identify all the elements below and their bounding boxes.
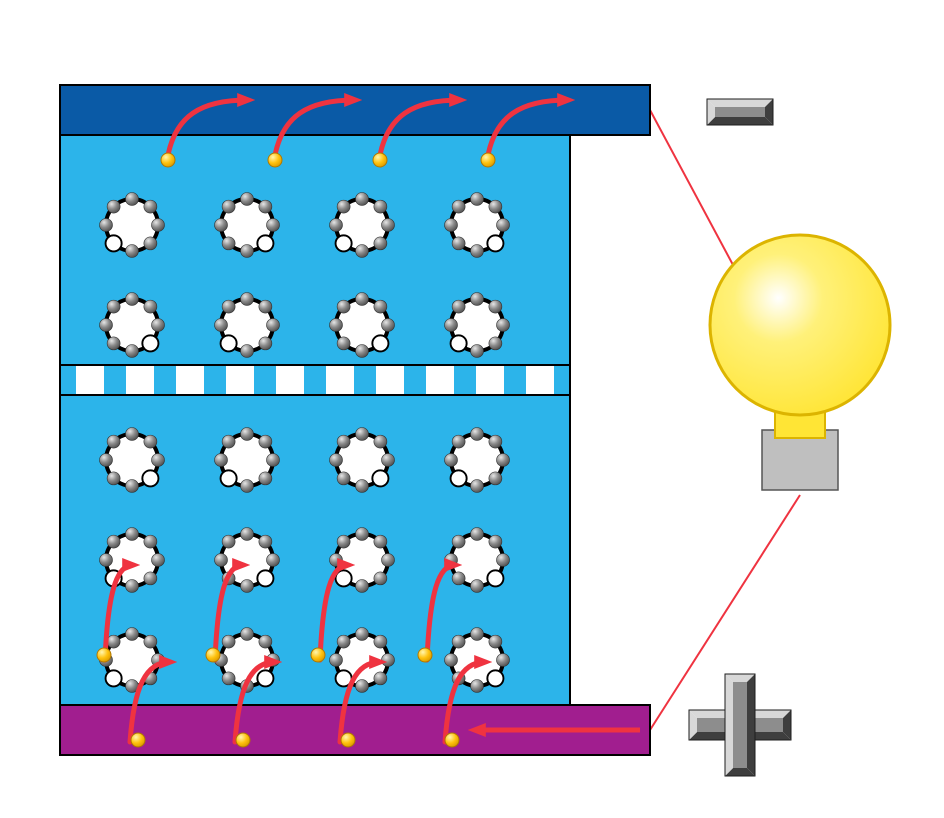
junction-gap (526, 366, 554, 394)
electron (161, 153, 175, 167)
lattice-atom (330, 528, 395, 593)
lattice-atom (445, 293, 510, 358)
lattice-atom (215, 193, 280, 258)
lattice-atom (100, 293, 165, 358)
lattice-atom (215, 293, 280, 358)
lattice-atom (330, 628, 395, 693)
electron (418, 648, 432, 662)
electron (97, 648, 111, 662)
junction-gap (276, 366, 304, 394)
electron (341, 733, 355, 747)
plus-terminal-icon (689, 674, 791, 776)
lattice-atom (330, 193, 395, 258)
lattice-atom (100, 193, 165, 258)
lattice-atom (330, 428, 395, 493)
lattice-atom (100, 528, 165, 593)
electron (236, 733, 250, 747)
electron (373, 153, 387, 167)
solar-cell-diagram (0, 0, 944, 818)
lattice-atom (445, 193, 510, 258)
lattice-atom (445, 528, 510, 593)
junction-gap (376, 366, 404, 394)
electron (268, 153, 282, 167)
top-electrode (60, 85, 650, 135)
junction-gap (226, 366, 254, 394)
electron (445, 733, 459, 747)
electron (206, 648, 220, 662)
junction-gap (126, 366, 154, 394)
junction-gap (476, 366, 504, 394)
junction-gap (426, 366, 454, 394)
junction-gap (326, 366, 354, 394)
electron (481, 153, 495, 167)
junction-gap (76, 366, 104, 394)
electron (131, 733, 145, 747)
minus-terminal-icon (707, 99, 773, 125)
junction-gap (176, 366, 204, 394)
lattice-atom (100, 428, 165, 493)
lightbulb-icon (710, 235, 890, 415)
lattice-atom (445, 428, 510, 493)
electron (311, 648, 325, 662)
lattice-atom (215, 428, 280, 493)
lattice-atom (330, 293, 395, 358)
